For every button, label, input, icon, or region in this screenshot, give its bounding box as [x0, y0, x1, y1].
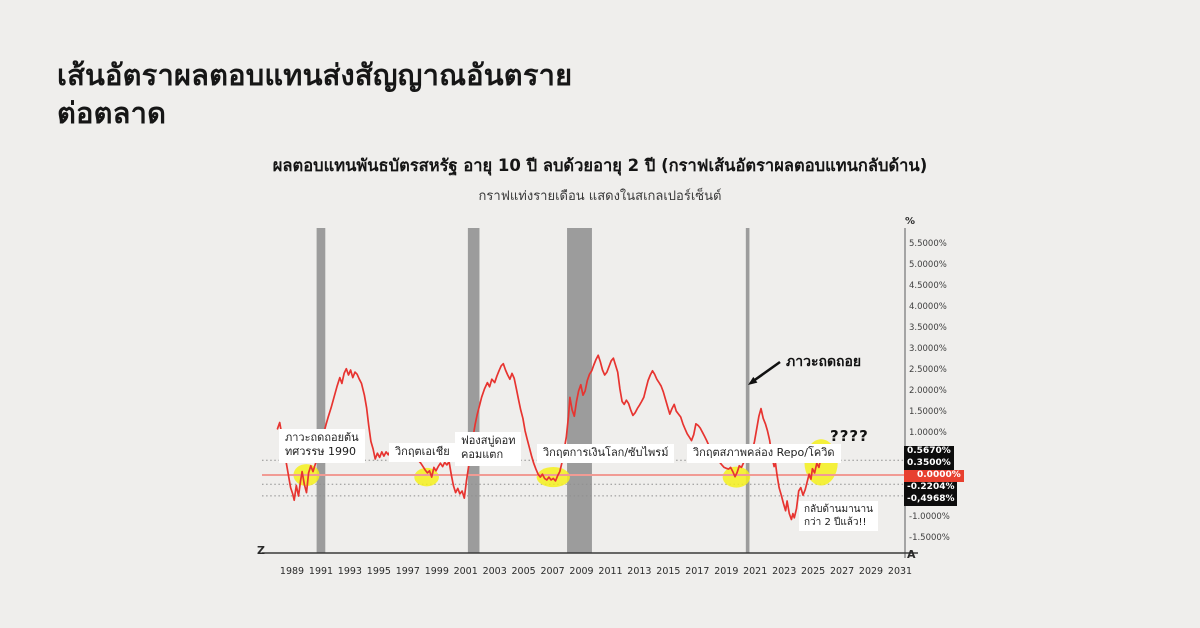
recession-band: [316, 228, 326, 553]
recession-band: [745, 228, 750, 553]
x-axis-year-label: 2011: [598, 566, 623, 577]
x-axis-year-label: 2019: [714, 566, 739, 577]
inversion-highlight-ellipse: [722, 466, 751, 488]
x-axis-year-label: 2017: [685, 566, 710, 577]
x-axis-year-label: 2005: [511, 566, 536, 577]
recession-arrow-head: [748, 376, 758, 385]
y-axis-tick-label: 1.0000%: [909, 427, 947, 438]
x-axis-year-label: 2029: [858, 566, 884, 577]
y-axis-tick-label: 3.5000%: [909, 322, 947, 333]
spread-line: [276, 354, 828, 521]
x-axis-year-label: 1991: [308, 566, 334, 577]
x-axis-year-label: 2003: [482, 566, 507, 577]
annotation-asia-crisis: วิกฤตเอเชีย: [389, 443, 456, 463]
chart-subtitle: กราฟแท่งรายเดือน แสดงในสเกลเปอร์เซ็นต์: [478, 189, 722, 204]
y-axis-unit-label: %: [905, 216, 916, 227]
x-axis-year-label: 2007: [540, 566, 565, 577]
x-axis-year-label: 2021: [743, 566, 768, 577]
y-axis-tick-label: 2.0000%: [909, 385, 947, 396]
x-axis-year-label: 1997: [395, 566, 420, 577]
page-title: เส้นอัตราผลตอบแทนส่งสัญญาณอันตราย ต่อตลา…: [57, 58, 573, 131]
y-axis-tick-label: -1.0000%: [909, 511, 950, 522]
x-axis-year-label: 2013: [627, 566, 652, 577]
y-axis-price-badge: -0,4968%: [904, 493, 958, 507]
annotation-global-financial-crisis: วิกฤตการเงินโลก/ซับไพรม์: [537, 444, 675, 464]
x-axis-year-label: 2025: [801, 566, 826, 577]
y-axis-price-badge: 0.3500%: [904, 457, 954, 471]
x-axis-year-label: 1993: [337, 566, 362, 577]
annotation-early-1990s-recession: ภาวะถดถอยต้น ทศวรรษ 1990: [279, 429, 365, 463]
annotation-inverted-two-years: กลับด้านมานาน กว่า 2 ปีแล้ว!!: [799, 501, 878, 531]
annotation-question-marks: ????: [830, 427, 869, 445]
x-axis-year-label: 2023: [772, 566, 797, 577]
x-axis-year-label: 1999: [424, 566, 449, 577]
axis-corner-letter-right: A: [907, 548, 916, 561]
x-axis-year-label: 2031: [887, 566, 913, 577]
x-axis-year-label: 1989: [279, 566, 305, 577]
y-axis-tick-label: 5.5000%: [909, 238, 947, 249]
annotation-repo-covid-crisis: วิกฤตสภาพคล่อง Repo/โควิด: [687, 444, 841, 464]
y-axis-price-badge: 0.5670%: [904, 445, 954, 459]
chart-title: ผลตอบแทนพันธบัตรสหรัฐ อายุ 10 ปี ลบด้วยอ…: [272, 156, 928, 175]
y-axis-tick-label: 3.0000%: [909, 343, 947, 354]
x-axis-year-label: 2001: [453, 566, 478, 577]
x-axis-year-label: 2027: [830, 566, 855, 577]
x-axis-year-label: 1995: [366, 566, 391, 577]
y-axis-tick-label: 4.5000%: [909, 280, 947, 291]
x-axis-year-label: 2015: [656, 566, 681, 577]
y-axis-tick-label: 1.5000%: [909, 406, 947, 417]
y-axis-price-badge: 0.0000%: [904, 469, 964, 483]
axis-corner-letter-left: Z: [257, 544, 265, 557]
x-axis-year-label: 2009: [569, 566, 594, 577]
y-axis-tick-label: 2.5000%: [909, 364, 947, 375]
annotation-recession-arrow-label: ภาวะถดถอย: [786, 354, 862, 370]
inversion-highlight-ellipse: [536, 467, 570, 488]
y-axis-tick-label: 5.0000%: [909, 259, 947, 270]
y-axis-price-badge: -0.2204%: [904, 481, 958, 495]
recession-band: [467, 228, 480, 553]
recession-arrow: [753, 360, 781, 382]
annotation-dotcom-bubble: ฟองสบู่ดอท คอมแตก: [455, 432, 522, 466]
y-axis-tick-label: 4.0000%: [909, 301, 947, 312]
y-axis-tick-label: -1.5000%: [909, 532, 950, 543]
